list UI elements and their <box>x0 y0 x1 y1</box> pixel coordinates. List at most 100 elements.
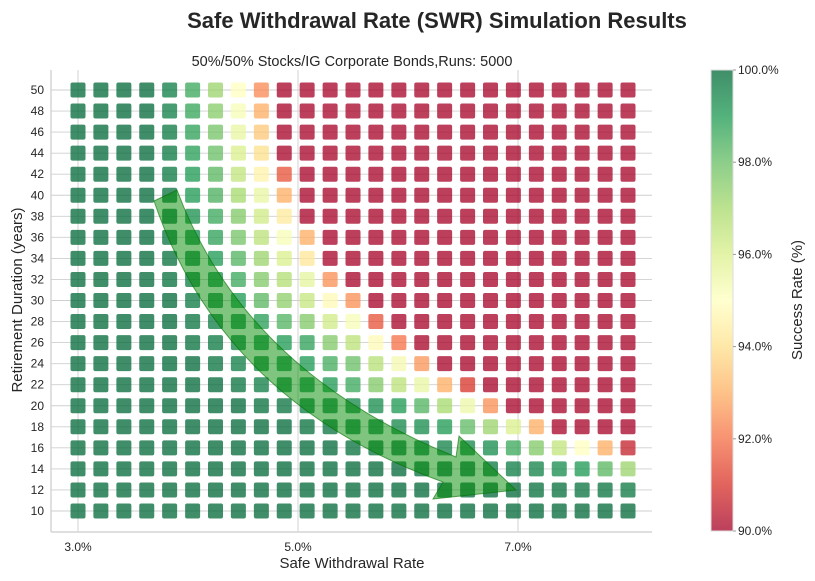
heatmap-cell <box>162 419 178 435</box>
heatmap-cell <box>345 293 361 308</box>
heatmap-cell <box>437 250 453 266</box>
heatmap-cell <box>162 482 178 498</box>
heatmap-cell <box>345 271 361 287</box>
heatmap-cell <box>208 166 223 182</box>
heatmap-cell <box>162 82 178 98</box>
x-tick-label: 5.0% <box>284 540 312 554</box>
heatmap-cell <box>322 482 338 498</box>
heatmap-cell <box>116 335 132 351</box>
heatmap-cell <box>185 503 201 519</box>
heatmap-cell <box>368 377 384 393</box>
heatmap-cell <box>551 250 567 266</box>
heatmap-cell <box>70 398 86 414</box>
heatmap-cell <box>437 377 453 393</box>
heatmap-cell <box>139 271 155 287</box>
heatmap-cell <box>460 271 476 287</box>
heatmap-cell <box>322 208 338 224</box>
heatmap-cell <box>483 503 498 519</box>
heatmap-cell <box>253 419 269 435</box>
heatmap-cell <box>162 250 178 266</box>
heatmap-cell <box>253 250 269 266</box>
heatmap-cell <box>620 271 636 287</box>
heatmap-cell <box>139 356 155 372</box>
heatmap-cell <box>437 124 453 140</box>
heatmap-cell <box>208 124 223 140</box>
heatmap-cell <box>414 145 430 161</box>
heatmap-cell <box>208 187 223 203</box>
y-tick-label: 18 <box>31 420 45 434</box>
heatmap-cell <box>162 440 178 456</box>
heatmap-cell <box>414 124 430 140</box>
heatmap-cell <box>483 356 498 372</box>
heatmap-cell <box>116 82 132 98</box>
heatmap-cell <box>70 103 86 119</box>
heatmap-cell <box>208 419 223 435</box>
heatmap-cell <box>414 356 430 372</box>
heatmap-cell <box>460 377 476 393</box>
x-axis-label: Safe Withdrawal Rate <box>279 555 424 572</box>
heatmap-cell <box>253 503 269 519</box>
heatmap-cell <box>574 271 590 287</box>
y-tick-label: 16 <box>31 441 45 455</box>
heatmap-cell <box>116 482 132 498</box>
heatmap-cell <box>253 482 269 498</box>
heatmap-cell <box>483 419 498 435</box>
heatmap-cell <box>93 187 109 203</box>
heatmap-cell <box>139 503 155 519</box>
heatmap-cell <box>391 103 407 119</box>
heatmap-cell <box>299 440 315 456</box>
heatmap-cell <box>116 208 132 224</box>
heatmap-cell <box>322 440 338 456</box>
heatmap-cell <box>528 208 544 224</box>
heatmap-cell <box>574 356 590 372</box>
heatmap-cell <box>116 271 132 287</box>
heatmap-cell <box>391 314 407 330</box>
heatmap-cell <box>162 503 178 519</box>
heatmap-cell <box>414 293 430 308</box>
heatmap-cell <box>368 145 384 161</box>
heatmap-cell <box>574 482 590 498</box>
heatmap-cell <box>139 377 155 393</box>
heatmap-cell <box>551 293 567 308</box>
heatmap-cell <box>276 166 292 182</box>
heatmap-cell <box>322 166 338 182</box>
colorbar-tick-label: 92.0% <box>738 432 772 446</box>
heatmap-cell <box>391 229 407 245</box>
heatmap-cell <box>299 293 315 308</box>
y-tick-label: 34 <box>31 251 45 265</box>
heatmap-cell <box>483 145 498 161</box>
heatmap-cell <box>322 229 338 245</box>
heatmap-cell <box>505 335 521 351</box>
heatmap-cell <box>483 124 498 140</box>
heatmap-cell <box>597 482 613 498</box>
heatmap-cell <box>139 314 155 330</box>
heatmap-cell <box>230 250 246 266</box>
heatmap-cell <box>574 124 590 140</box>
heatmap-cell <box>345 503 361 519</box>
heatmap-cell <box>597 166 613 182</box>
heatmap-cell <box>574 103 590 119</box>
heatmap-cell <box>208 335 223 351</box>
heatmap-cell <box>574 293 590 308</box>
heatmap-cell <box>162 314 178 330</box>
heatmap-cell <box>185 356 201 372</box>
heatmap-cell <box>574 503 590 519</box>
x-tick-label: 3.0% <box>64 540 92 554</box>
heatmap-cell <box>528 419 544 435</box>
heatmap-cell <box>253 271 269 287</box>
heatmap-cell <box>70 377 86 393</box>
heatmap-cell <box>185 398 201 414</box>
heatmap-cell <box>70 250 86 266</box>
heatmap-cell <box>368 482 384 498</box>
heatmap-cell <box>597 271 613 287</box>
heatmap-cell <box>230 377 246 393</box>
heatmap-cell <box>597 503 613 519</box>
heatmap-cell <box>276 250 292 266</box>
heatmap-cell <box>185 461 201 477</box>
heatmap-cell <box>93 356 109 372</box>
y-tick-label: 20 <box>31 399 45 413</box>
heatmap-cell <box>391 293 407 308</box>
heatmap-cell <box>116 103 132 119</box>
colorbar-tick-label: 100.0% <box>738 63 779 77</box>
heatmap-cell <box>528 356 544 372</box>
